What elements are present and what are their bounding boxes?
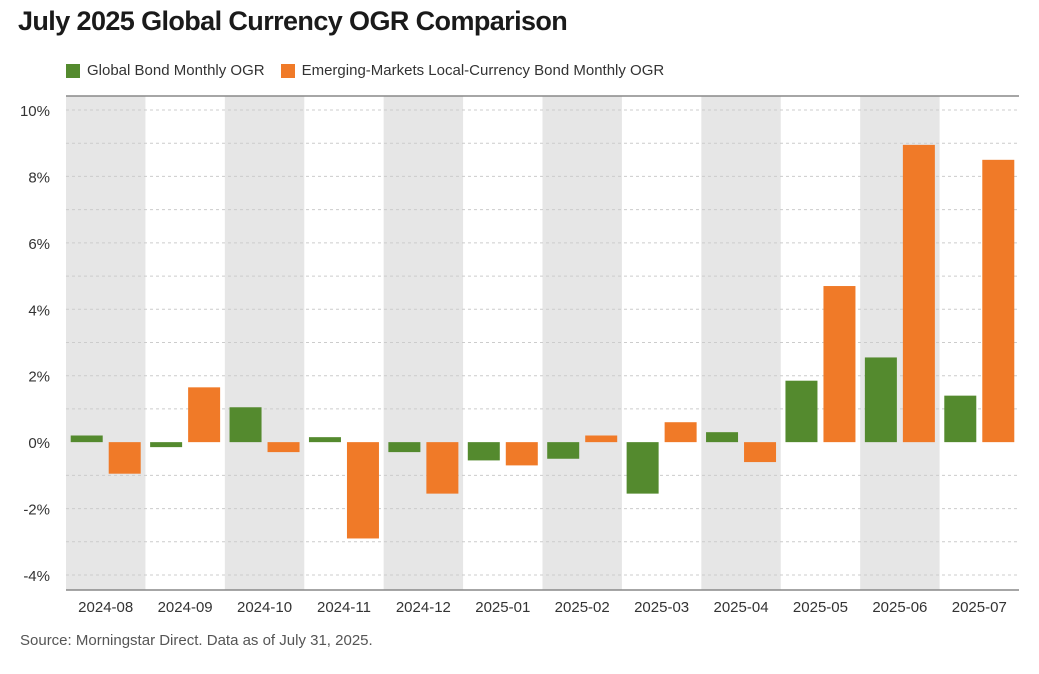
bar-em-2024-09 <box>188 387 221 443</box>
bar-global-2025-04 <box>706 432 739 443</box>
bar-em-2025-03 <box>664 422 697 443</box>
x-tick-label: 2024-10 <box>237 599 292 616</box>
y-tick-label: 6% <box>28 236 50 253</box>
bar-em-2024-10 <box>267 442 300 453</box>
bar-em-2024-11 <box>346 442 379 539</box>
legend-swatch-global <box>66 63 80 78</box>
x-tick-label: 2025-02 <box>555 599 610 616</box>
legend-swatch-em <box>280 63 295 78</box>
bar-em-2024-12 <box>426 442 459 494</box>
bar-em-2024-08 <box>108 442 141 474</box>
x-tick-label: 2025-01 <box>475 599 530 616</box>
bar-em-2025-02 <box>585 435 618 443</box>
x-tick-label: 2024-09 <box>158 599 213 616</box>
y-tick-label: -4% <box>23 568 50 585</box>
bar-global-2024-11 <box>308 437 341 443</box>
source-note: Source: Morningstar Direct. Data as of J… <box>20 632 373 649</box>
bar-global-2025-07 <box>944 395 977 443</box>
x-tick-label: 2024-11 <box>317 599 371 616</box>
bar-global-2025-03 <box>626 442 659 494</box>
x-tick-label: 2024-08 <box>78 599 133 616</box>
bar-global-2024-09 <box>150 442 183 448</box>
y-tick-label: 4% <box>28 302 50 319</box>
x-tick-label: 2025-06 <box>872 599 927 616</box>
y-tick-label: 8% <box>28 169 50 186</box>
chart-title: July 2025 Global Currency OGR Comparison <box>18 6 568 36</box>
x-tick-label: 2025-03 <box>634 599 689 616</box>
bar-global-2025-02 <box>547 442 580 459</box>
bar-em-2025-06 <box>902 144 935 443</box>
y-tick-label: 10% <box>20 103 50 120</box>
bar-em-2025-07 <box>982 159 1015 443</box>
legend-item-global: Global Bond Monthly OGR <box>66 62 265 79</box>
x-tick-label: 2025-04 <box>714 599 769 616</box>
bar-global-2024-10 <box>229 407 262 443</box>
legend-label-em: Emerging-Markets Local-Currency Bond Mon… <box>301 62 665 79</box>
bar-global-2024-08 <box>70 435 103 443</box>
bar-global-2024-12 <box>388 442 421 453</box>
legend-item-em: Emerging-Markets Local-Currency Bond Mon… <box>280 62 665 79</box>
bar-global-2025-06 <box>864 357 897 443</box>
bar-em-2025-04 <box>744 442 777 463</box>
x-tick-label: 2024-12 <box>396 599 451 616</box>
x-tick-label: 2025-07 <box>952 599 1007 616</box>
x-tick-label: 2025-05 <box>793 599 848 616</box>
y-tick-label: 2% <box>28 369 50 386</box>
bar-em-2025-05 <box>823 286 856 443</box>
y-tick-label: -2% <box>23 502 50 519</box>
legend-label-global: Global Bond Monthly OGR <box>87 62 265 79</box>
bar-global-2025-05 <box>785 380 818 443</box>
bar-global-2025-01 <box>467 442 500 461</box>
bar-em-2025-01 <box>505 442 538 466</box>
legend: Global Bond Monthly OGR Emerging-Markets… <box>66 62 680 79</box>
y-tick-label: 0% <box>28 435 50 452</box>
